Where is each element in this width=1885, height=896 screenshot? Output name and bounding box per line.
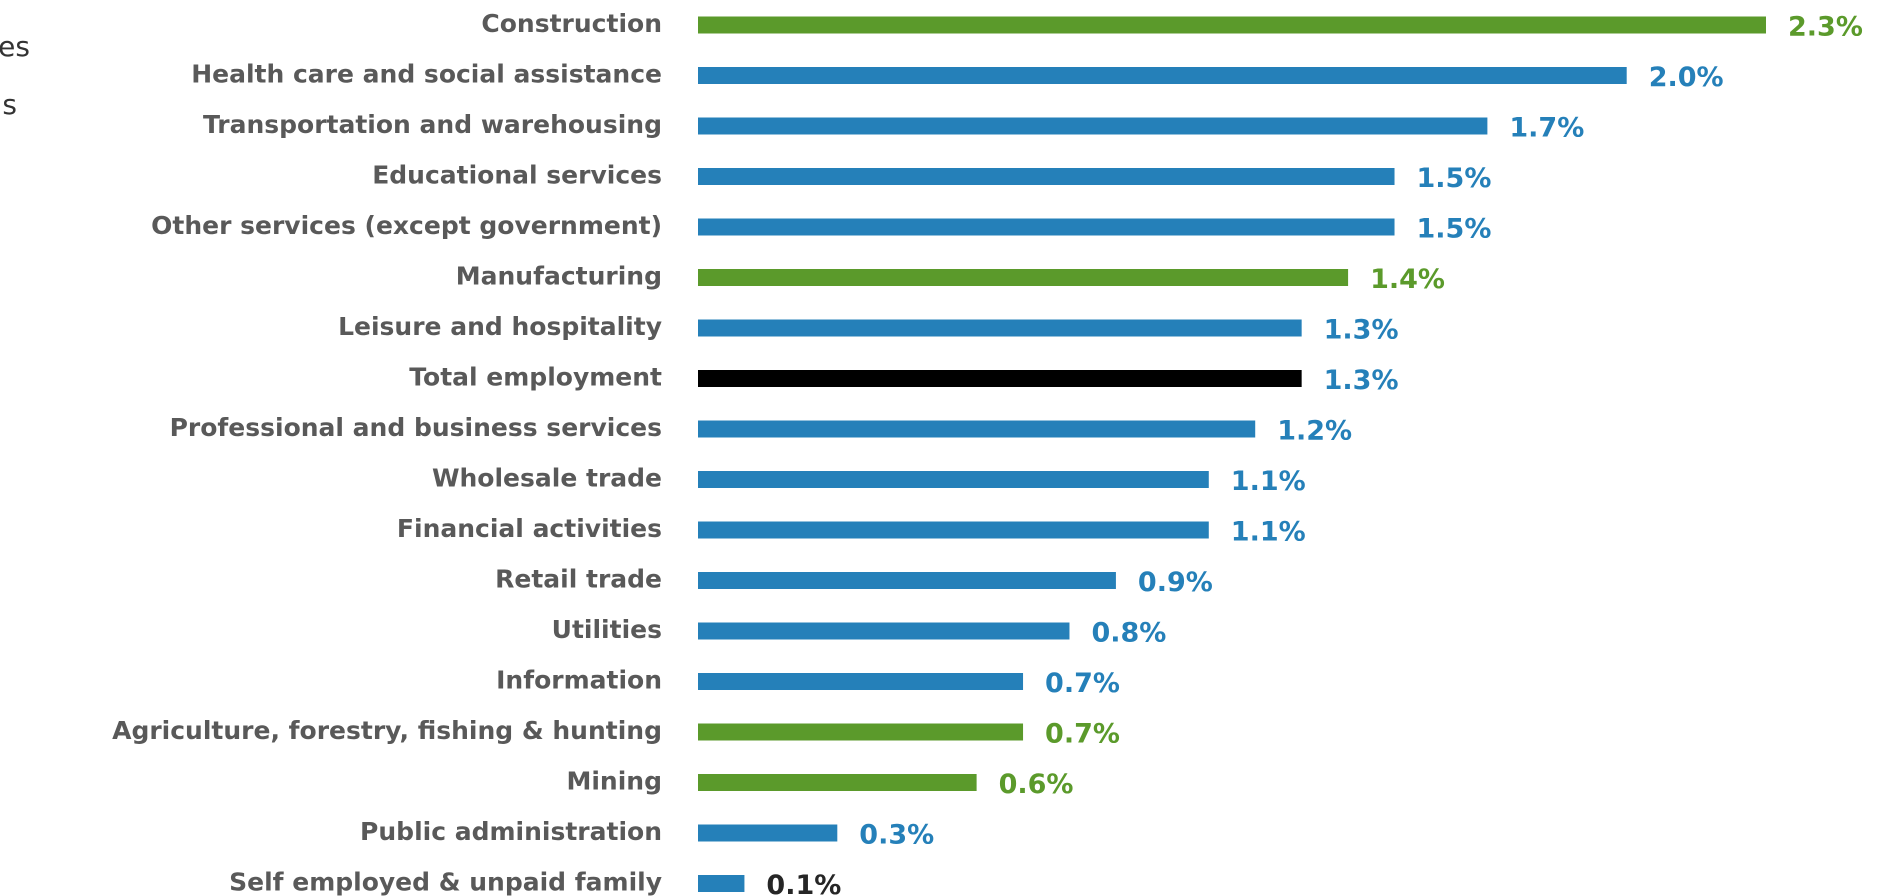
bar — [698, 622, 1070, 640]
category-label: Health care and social assistance — [191, 60, 662, 89]
category-label: Leisure and hospitality — [338, 312, 662, 341]
value-label: 1.2% — [1277, 416, 1352, 447]
value-label: 2.0% — [1649, 62, 1724, 93]
value-label: 1.5% — [1417, 214, 1492, 245]
category-label: Retail trade — [495, 565, 662, 594]
bar — [698, 875, 745, 892]
annotation: es — [0, 30, 30, 63]
bar — [698, 723, 1024, 741]
value-label: 0.6% — [999, 769, 1074, 800]
bar — [698, 370, 1302, 387]
category-label: Public administration — [360, 817, 662, 846]
bar — [698, 420, 1256, 438]
category-label: Financial activities — [397, 514, 662, 543]
value-label: 1.1% — [1231, 466, 1306, 497]
bar — [698, 673, 1024, 690]
bar — [698, 319, 1302, 337]
bar — [698, 471, 1209, 488]
bar — [698, 117, 1488, 135]
bar — [698, 269, 1349, 286]
value-label: 2.3% — [1788, 12, 1863, 43]
value-label: 1.7% — [1509, 113, 1584, 144]
value-label: 1.5% — [1417, 163, 1492, 194]
category-label: Professional and business services — [170, 413, 662, 442]
value-label: 0.7% — [1045, 668, 1120, 699]
category-label: Manufacturing — [456, 262, 662, 291]
category-label: Educational services — [372, 161, 662, 190]
value-label: 1.3% — [1324, 315, 1399, 346]
category-label: Agriculture, forestry, fishing & hunting — [112, 716, 662, 745]
category-label: Construction — [481, 9, 662, 38]
bar — [698, 824, 838, 842]
value-label: 1.1% — [1231, 517, 1306, 548]
bar — [698, 521, 1209, 539]
bar — [698, 572, 1116, 589]
value-label: 0.9% — [1138, 567, 1213, 598]
category-label: Other services (except government) — [151, 211, 662, 240]
value-label: 0.1% — [766, 870, 841, 896]
category-label: Wholesale trade — [432, 464, 662, 493]
annotation: s — [2, 88, 17, 121]
bar — [698, 774, 977, 791]
category-label: Transportation and warehousing — [203, 110, 662, 139]
category-label: Total employment — [409, 363, 662, 392]
value-label: 0.7% — [1045, 719, 1120, 750]
category-label: Mining — [566, 767, 662, 796]
value-label: 1.4% — [1370, 264, 1445, 295]
category-label: Information — [496, 666, 662, 695]
bar — [698, 168, 1395, 185]
bar — [698, 218, 1395, 236]
category-label: Self employed & unpaid family — [229, 868, 662, 896]
bar — [698, 16, 1766, 34]
value-label: 0.3% — [859, 820, 934, 851]
bar — [698, 67, 1627, 84]
value-label: 1.3% — [1324, 365, 1399, 396]
category-label: Utilities — [552, 615, 662, 644]
value-label: 0.8% — [1091, 618, 1166, 649]
